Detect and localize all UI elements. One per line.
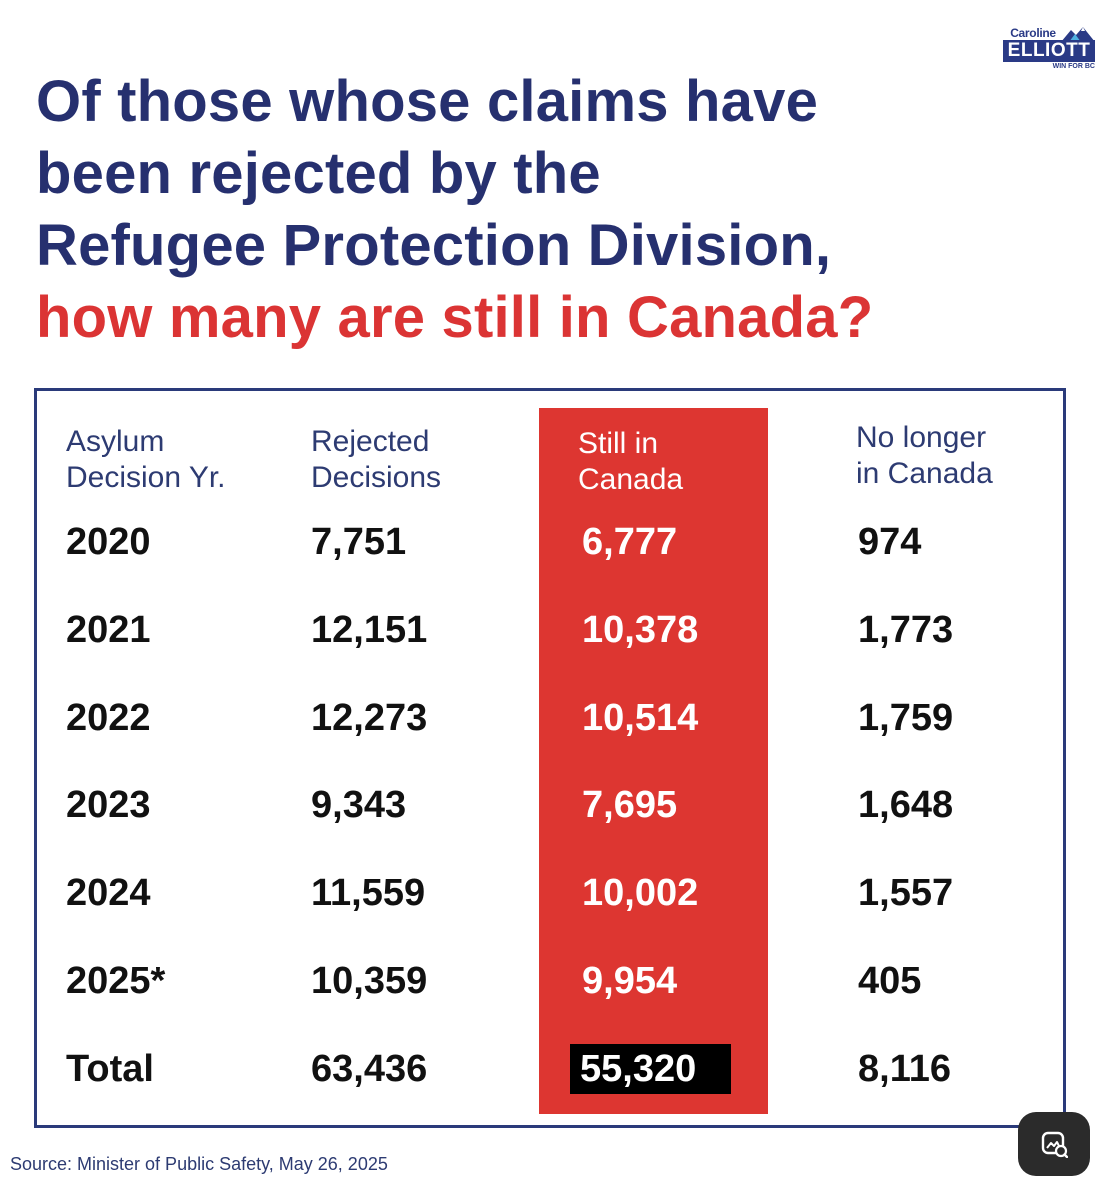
campaign-logo: Caroline ELLIOTT WIN FOR BC	[1003, 26, 1099, 76]
row-2023-no-longer: 1,648	[858, 784, 954, 826]
row-2020-year: 2020	[66, 521, 151, 563]
row-2021-no-longer: 1,773	[858, 609, 954, 651]
row-total-no-longer: 8,116	[858, 1048, 951, 1090]
row-2024-no-longer: 1,557	[858, 872, 954, 914]
header-no-longer-line-2: in Canada	[856, 457, 993, 490]
still-in-canada-column-highlight	[539, 408, 768, 1114]
headline-line-1: Of those whose claims have	[36, 69, 819, 134]
header-no-longer: No longer in Canada	[856, 420, 993, 492]
row-2022-year: 2022	[66, 697, 151, 739]
header-still-line-2: Canada	[578, 463, 684, 496]
logo-tagline: WIN FOR BC	[1052, 63, 1095, 70]
logo-last-name: ELLIOTT	[1003, 40, 1095, 62]
row-2024-rejected: 11,559	[311, 872, 426, 914]
header-still-line-1: Still in	[578, 427, 659, 460]
header-rejected-line-2: Decisions	[311, 461, 442, 494]
header-rejected-line-1: Rejected	[311, 425, 430, 458]
row-2025-still: 9,954	[582, 960, 678, 1002]
total-still-highlight: 55,320	[570, 1044, 731, 1094]
headline-line-2: been rejected by the	[36, 141, 601, 206]
row-2022-rejected: 12,273	[311, 697, 428, 739]
row-total-rejected: 63,436	[311, 1048, 428, 1090]
header-rejected: Rejected Decisions	[311, 424, 441, 496]
table-frame	[34, 388, 1066, 1128]
logo-first-name: Caroline	[1010, 26, 1056, 40]
row-2023-still: 7,695	[582, 784, 678, 826]
header-year-line-2: Decision Yr.	[66, 461, 226, 494]
visual-search-icon	[1041, 1131, 1068, 1158]
header-year: Asylum Decision Yr.	[66, 424, 226, 496]
row-2025-year: 2025*	[66, 960, 166, 1002]
header-still-in-canada: Still in Canada	[578, 426, 683, 498]
row-total-still: 55,320	[580, 1048, 697, 1090]
headline: Of those whose claims have been rejected…	[36, 66, 1096, 354]
row-2020-rejected: 7,751	[311, 521, 407, 563]
row-2024-still: 10,002	[582, 872, 699, 914]
source-note: Source: Minister of Public Safety, May 2…	[10, 1154, 388, 1174]
row-2025-rejected: 10,359	[311, 960, 428, 1002]
row-2022-still: 10,514	[582, 697, 699, 739]
row-2020-no-longer: 974	[858, 521, 922, 563]
row-2022-no-longer: 1,759	[858, 697, 954, 739]
row-2020-still: 6,777	[582, 521, 678, 563]
row-2021-still: 10,378	[582, 609, 699, 651]
row-2023-rejected: 9,343	[311, 784, 407, 826]
headline-line-4: how many are still in Canada?	[36, 285, 874, 350]
row-2024-year: 2024	[66, 872, 151, 914]
visual-search-button[interactable]	[1018, 1112, 1090, 1176]
row-2021-rejected: 12,151	[311, 609, 428, 651]
row-total-label: Total	[66, 1048, 154, 1090]
row-2021-year: 2021	[66, 609, 151, 651]
header-year-line-1: Asylum	[66, 425, 165, 458]
headline-line-3: Refugee Protection Division,	[36, 213, 832, 278]
header-no-longer-line-1: No longer	[856, 421, 987, 454]
row-2023-year: 2023	[66, 784, 151, 826]
row-2025-no-longer: 405	[858, 960, 922, 1002]
